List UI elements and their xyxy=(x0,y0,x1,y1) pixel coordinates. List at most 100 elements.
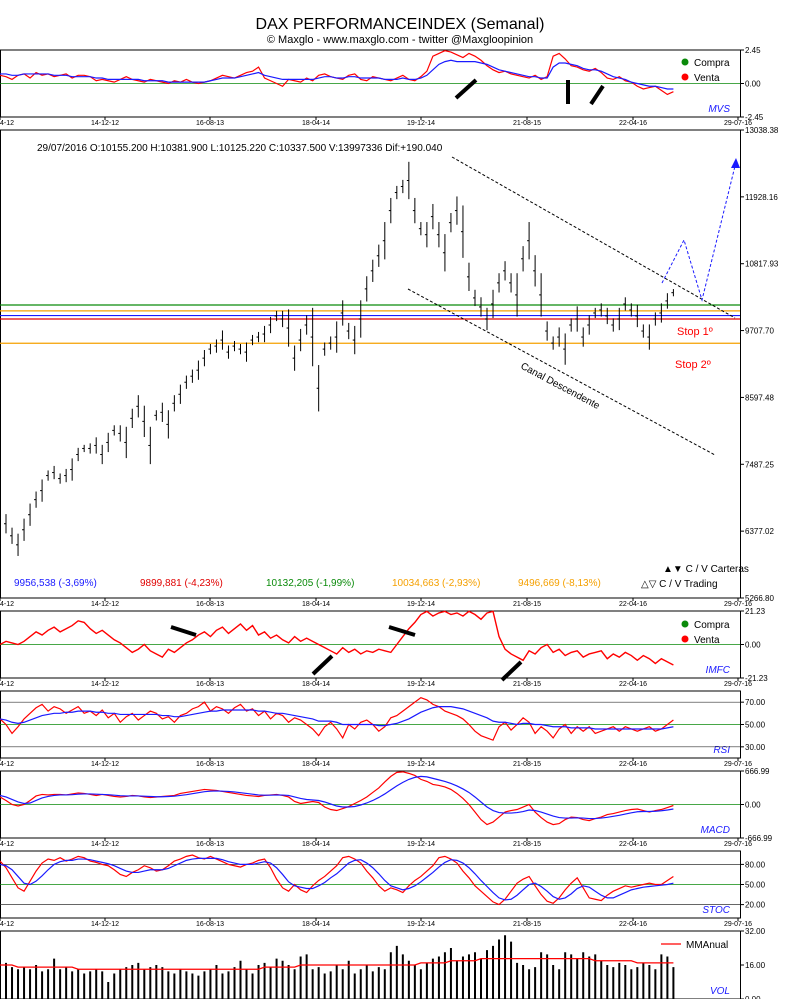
x-tick-label-IMFC: 4-12 xyxy=(0,681,14,688)
x-tick-label-RSI: 16-08-13 xyxy=(196,761,224,768)
chart-title: DAX PERFORMANCEINDEX (Semanal) xyxy=(255,16,545,33)
y-tick-label-VOL: 32.00 xyxy=(745,927,766,936)
x-tick-label-price: 29-07-16 xyxy=(724,601,752,608)
level-label: 9496,669 (-8,13%) xyxy=(518,578,601,589)
signal-arrow xyxy=(454,78,478,100)
x-tick-label-RSI: 21-08-15 xyxy=(513,761,541,768)
x-tick-label-IMFC: 29-07-16 xyxy=(724,681,752,688)
x-tick-label-MVS: 4-12 xyxy=(0,120,14,127)
x-tick-label-IMFC: 18-04-14 xyxy=(302,681,330,688)
series-line-RSI-red xyxy=(0,697,674,741)
x-tick-label-RSI: 22-04-16 xyxy=(619,761,647,768)
y-tick-label-STOC: 50.00 xyxy=(745,881,766,890)
x-tick-label-MVS: 21-08-15 xyxy=(513,120,541,127)
y-tick-label-IMFC: -21.23 xyxy=(745,674,768,683)
channel-lower xyxy=(407,288,716,456)
y-tick-label-VOL: 0.00 xyxy=(745,995,761,999)
legend-venta-dot xyxy=(681,635,689,643)
legend-mmanual: MMAnual xyxy=(686,940,728,951)
y-tick-label-price: 7487.25 xyxy=(745,460,774,469)
stop2-label: Stop 2º xyxy=(675,359,711,371)
y-tick-label-RSI: 50.00 xyxy=(745,721,766,730)
x-tick-label-price: 16-08-13 xyxy=(196,601,224,608)
x-tick-label-IMFC: 14-12-12 xyxy=(91,681,119,688)
x-tick-label-STOC: 14-12-12 xyxy=(91,921,119,928)
x-tick-label-MACD: 21-08-15 xyxy=(513,841,541,848)
panel-label-IMFC: IMFC xyxy=(706,665,731,676)
stop1-label: Stop 1º xyxy=(677,326,713,338)
x-tick-label-price: 19-12-14 xyxy=(407,601,435,608)
y-tick-label-price: 11928.16 xyxy=(745,193,778,202)
x-tick-label-IMFC: 21-08-15 xyxy=(513,681,541,688)
legend-venta: Venta xyxy=(694,635,720,646)
y-tick-label-VOL: 16.00 xyxy=(745,961,766,970)
y-tick-label-MACD: 666.99 xyxy=(745,767,770,776)
y-tick-label-RSI: 70.00 xyxy=(745,698,766,707)
y-tick-label-STOC: 20.00 xyxy=(745,901,766,910)
channel-upper xyxy=(451,156,736,319)
level-label: 10034,663 (-2,93%) xyxy=(392,578,480,589)
panel-label-STOC: STOC xyxy=(702,905,730,916)
series-line-MACD-blue xyxy=(0,775,674,820)
y-tick-label-price: 6377.02 xyxy=(745,527,774,536)
level-label: 9956,538 (-3,69%) xyxy=(14,578,97,589)
ohlc-readout: 29/07/2016 O:10155.200 H:10381.900 L:101… xyxy=(37,143,443,154)
legend-trading: △▽ C / V Trading xyxy=(641,579,718,590)
y-tick-label-STOC: 80.00 xyxy=(745,860,766,869)
y-tick-label-price: 5266.80 xyxy=(745,594,774,603)
projection-arrow xyxy=(731,158,740,168)
series-line-IMFC xyxy=(0,610,674,666)
x-tick-label-MVS: 19-12-14 xyxy=(407,120,435,127)
x-tick-label-IMFC: 16-08-13 xyxy=(196,681,224,688)
x-tick-label-RSI: 19-12-14 xyxy=(407,761,435,768)
y-tick-label-MVS: 0.00 xyxy=(745,80,761,89)
y-tick-label-price: 10817.93 xyxy=(745,260,779,269)
legend-compra-dot xyxy=(681,58,689,66)
y-tick-label-price: 13038.38 xyxy=(745,126,779,135)
y-tick-label-price: 8597.48 xyxy=(745,393,774,402)
series-line-STOC-blue xyxy=(0,857,674,901)
x-tick-label-RSI: 14-12-12 xyxy=(91,761,119,768)
y-tick-label-IMFC: 0.00 xyxy=(745,641,761,650)
x-tick-label-STOC: 22-04-16 xyxy=(619,921,647,928)
x-tick-label-MVS: 29-07-16 xyxy=(724,120,752,127)
x-tick-label-STOC: 18-04-14 xyxy=(302,921,330,928)
x-tick-label-STOC: 21-08-15 xyxy=(513,921,541,928)
series-line-VOL-mmanual xyxy=(0,958,674,970)
panel-frame-price xyxy=(0,129,741,599)
x-tick-label-RSI: 4-12 xyxy=(0,761,14,768)
y-tick-label-MACD: 0.00 xyxy=(745,801,761,810)
series-line-RSI-blue xyxy=(0,706,674,730)
x-tick-label-price: 22-04-16 xyxy=(619,601,647,608)
y-tick-label-MVS: 2.45 xyxy=(745,46,761,55)
y-tick-label-MACD: -666.99 xyxy=(745,834,773,843)
x-tick-label-MVS: 22-04-16 xyxy=(619,120,647,127)
x-tick-label-MACD: 4-12 xyxy=(0,841,14,848)
x-tick-label-price: 18-04-14 xyxy=(302,601,330,608)
legend-compra-dot xyxy=(681,620,689,628)
x-tick-label-MACD: 22-04-16 xyxy=(619,841,647,848)
x-tick-label-STOC: 16-08-13 xyxy=(196,921,224,928)
x-tick-label-MVS: 16-08-13 xyxy=(196,120,224,127)
signal-arrow xyxy=(388,625,416,637)
legend-carteras: ▲▼ C / V Carteras xyxy=(663,564,749,575)
x-tick-label-STOC: 19-12-14 xyxy=(407,921,435,928)
series-line-MACD-red xyxy=(0,771,674,826)
level-label: 9899,881 (-4,23%) xyxy=(140,578,223,589)
y-tick-label-MVS: -2.45 xyxy=(745,113,764,122)
x-tick-label-RSI: 18-04-14 xyxy=(302,761,330,768)
signal-arrow xyxy=(589,84,605,106)
level-label: 10132,205 (-1,99%) xyxy=(266,578,354,589)
x-tick-label-MACD: 29-07-16 xyxy=(724,841,752,848)
projection-path xyxy=(661,161,737,302)
x-tick-label-IMFC: 22-04-16 xyxy=(619,681,647,688)
legend-venta-dot xyxy=(681,73,689,81)
signal-arrow xyxy=(500,660,523,682)
legend-venta: Venta xyxy=(694,73,720,84)
chart-subtitle: © Maxglo - www.maxglo.com - twitter @Max… xyxy=(266,34,534,46)
y-tick-label-RSI: 30.00 xyxy=(745,743,766,752)
panel-label-MACD: MACD xyxy=(701,825,730,836)
panel-label-VOL: VOL xyxy=(710,986,730,997)
